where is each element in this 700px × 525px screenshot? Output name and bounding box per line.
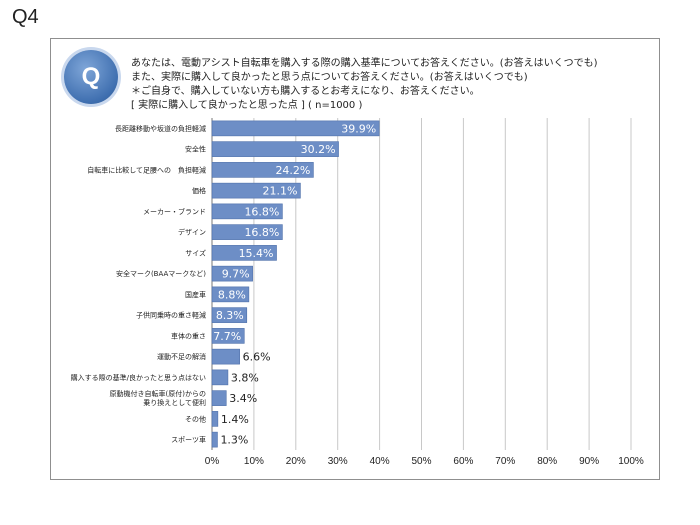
- value-label: 9.7%: [222, 268, 250, 281]
- bar: [211, 431, 218, 448]
- question-line-2: また、実際に購入して良かったと思う点についてお答えください。(お答えはいくつでも…: [131, 72, 528, 83]
- x-tick-label: 80%: [537, 456, 557, 467]
- value-label: 1.3%: [220, 434, 248, 447]
- x-tick-label: 0%: [205, 456, 220, 467]
- x-tick-label: 100%: [618, 456, 644, 467]
- category-label: サイズ: [185, 248, 206, 257]
- category-label: 購入する際の基準/良かったと思う点はない: [71, 373, 206, 382]
- bar: [211, 328, 245, 344]
- value-label: 21.1%: [262, 185, 297, 198]
- category-label: 価格: [192, 186, 206, 195]
- value-label: 16.8%: [244, 205, 279, 218]
- category-label: 安全性: [185, 145, 206, 154]
- q-badge-icon: Q: [64, 50, 118, 104]
- question-line-3: ＊ご自身で、購入していない方も購入するとお考えになり、お答えください。: [131, 86, 480, 97]
- category-label: 国産車: [185, 290, 206, 299]
- value-label: 15.4%: [239, 247, 274, 260]
- x-tick-label: 20%: [286, 456, 306, 467]
- category-label: メーカー・ブランド: [143, 207, 206, 216]
- category-label: デザイン: [178, 228, 206, 237]
- x-tick-label: 30%: [328, 456, 348, 467]
- bar: [211, 245, 277, 261]
- x-tick-label: 90%: [579, 456, 599, 467]
- category-label: 長距離移動や坂道の負担軽減: [115, 124, 206, 133]
- x-tick-label: 10%: [244, 456, 264, 467]
- bar: [211, 141, 339, 157]
- question-line-4: [ 実際に購入して良かったと思った点 ] ( n=1000 ): [131, 100, 363, 111]
- value-label: 8.3%: [216, 309, 244, 322]
- category-label: 安全マーク(BAAマークなど): [116, 269, 206, 278]
- value-label: 24.2%: [275, 164, 310, 177]
- value-label: 7.7%: [213, 330, 241, 343]
- bar: [211, 203, 283, 220]
- category-label: 原動機付き自転車(原付)からの: [110, 389, 206, 398]
- bar: [211, 307, 248, 323]
- category-label: スポーツ車: [171, 435, 206, 444]
- value-label: 8.8%: [218, 288, 246, 301]
- question-number: Q4: [12, 6, 39, 28]
- category-label: 自転車に比較して足腰への 負担軽減: [87, 165, 206, 174]
- bar: [211, 120, 380, 137]
- value-label: 1.4%: [221, 413, 249, 426]
- category-label: 乗り換えとして便利: [143, 398, 206, 407]
- x-tick-label: 50%: [411, 456, 431, 467]
- bar: [211, 224, 283, 240]
- bar: [211, 162, 314, 178]
- bar: [211, 286, 250, 303]
- question-line-1: あなたは、電動アシスト自転車を購入する際の購入基準についてお答えください。(お答…: [131, 58, 598, 69]
- value-label: 6.6%: [243, 351, 271, 364]
- x-tick-label: 40%: [370, 456, 390, 467]
- bar: [211, 390, 227, 406]
- bar: [211, 265, 253, 282]
- category-label: 運動不足の解消: [157, 352, 206, 361]
- x-tick-label: 60%: [453, 456, 473, 467]
- bar: [211, 369, 229, 386]
- category-label: 車体の重さ: [171, 331, 206, 340]
- question-panel: [50, 38, 660, 480]
- category-label: 子供同乗時の重さ軽減: [136, 311, 206, 320]
- bar: [211, 411, 219, 427]
- bar: [211, 348, 240, 365]
- value-label: 16.8%: [244, 226, 279, 239]
- value-label: 30.2%: [301, 143, 336, 156]
- value-label: 3.4%: [229, 392, 257, 405]
- category-label: その他: [185, 414, 206, 423]
- bar: [211, 182, 301, 199]
- x-tick-label: 70%: [495, 456, 515, 467]
- value-label: 39.9%: [341, 122, 376, 135]
- value-label: 3.8%: [231, 371, 259, 384]
